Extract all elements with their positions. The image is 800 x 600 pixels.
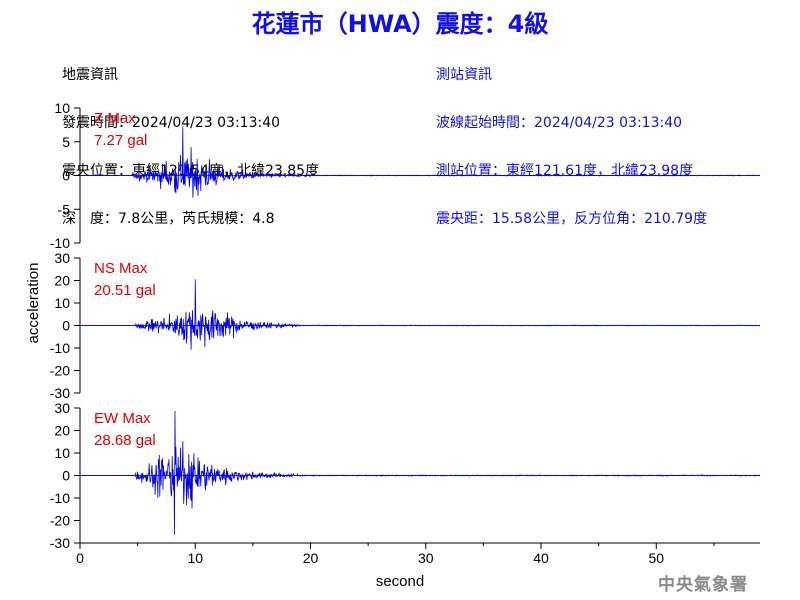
x-tick-label: 20 — [303, 550, 319, 566]
y-tick-label-z: 0 — [62, 168, 70, 184]
x-tick-label: 40 — [533, 550, 549, 566]
x-tick-label: 0 — [76, 550, 84, 566]
max-label-ns: NS Max — [94, 260, 148, 277]
x-axis-label: second — [376, 573, 424, 590]
y-tick-label-ns: -10 — [50, 340, 70, 356]
y-tick-label-ew: 0 — [62, 468, 70, 484]
y-tick-label-ew: -10 — [50, 490, 70, 506]
x-tick-label: 50 — [648, 550, 664, 566]
y-tick-label-ew: -20 — [50, 513, 70, 529]
y-tick-label-ns: 10 — [54, 295, 70, 311]
waveform-z — [79, 126, 761, 198]
y-tick-label-ns: -20 — [50, 363, 70, 379]
y-tick-label-ew: -30 — [50, 535, 70, 551]
epicentral-distance: 震央距：15.58公里，反方位角：210.79度 — [436, 211, 708, 227]
max-label-ew: EW Max — [94, 410, 151, 427]
chart-title: 花蓮市（HWA）震度：4級 — [251, 10, 549, 38]
max-label-z: Z Max — [94, 110, 136, 127]
y-tick-label-ns: -30 — [50, 385, 70, 401]
x-tick-label: 30 — [418, 550, 434, 566]
max-value-ns: 20.51 gal — [94, 282, 156, 299]
earthquake-info-block: 地震資訊 發震時間：2024/04/23 03:13:40 震央位置：東經121… — [62, 35, 319, 243]
station-location: 測站位置：東經121.61度，北緯23.98度 — [436, 163, 694, 179]
y-axis-label: acceleration — [25, 263, 42, 344]
wave-start-time: 波線起始時間：2024/04/23 03:13:40 — [436, 115, 683, 131]
y-tick-label-ew: 20 — [54, 423, 70, 439]
origin-time: 發震時間：2024/04/23 03:13:40 — [62, 115, 281, 131]
y-tick-label-ns: 0 — [62, 318, 70, 334]
station-info-heading: 測站資訊 — [436, 67, 492, 83]
station-info-block: 測站資訊 波線起始時間：2024/04/23 03:13:40 測站位置：東經1… — [436, 35, 707, 243]
x-tick-label: 10 — [187, 550, 203, 566]
depth-magnitude: 深 度：7.8公里，芮氏規模：4.8 — [62, 211, 275, 227]
y-tick-label-ns: 30 — [54, 250, 70, 266]
waveform-ns — [79, 279, 760, 350]
earthquake-info-heading: 地震資訊 — [62, 67, 118, 83]
y-tick-label-ns: 20 — [54, 273, 70, 289]
y-tick-label-ew: 30 — [54, 400, 70, 416]
y-tick-label-z: 10 — [54, 100, 70, 116]
y-tick-label-z: -5 — [58, 201, 71, 217]
agency-watermark: 中央氣象署 — [658, 575, 748, 595]
max-value-ew: 28.68 gal — [94, 432, 156, 449]
y-tick-label-ew: 10 — [54, 445, 70, 461]
waveform-ew — [80, 410, 761, 535]
y-tick-label-z: -10 — [50, 235, 70, 251]
max-value-z: 7.27 gal — [94, 132, 147, 149]
y-tick-label-z: 5 — [62, 134, 70, 150]
